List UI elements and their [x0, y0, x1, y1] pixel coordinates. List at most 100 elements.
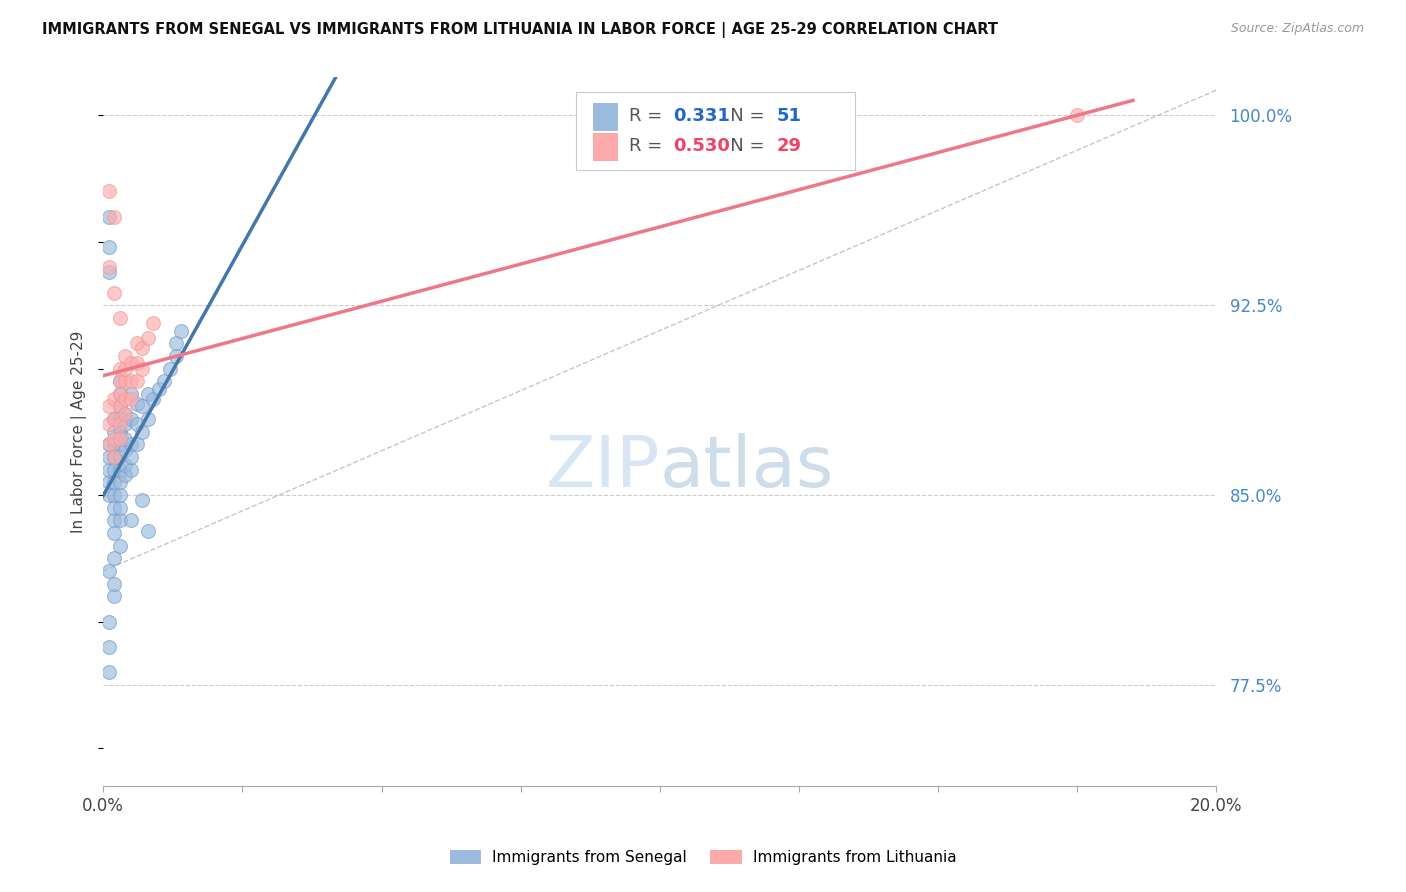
Point: [108, 387, 131, 401]
Point: [142, 392, 165, 406]
Point: [114, 458, 136, 472]
Point: [108, 374, 131, 388]
Point: [108, 387, 131, 401]
Point: [114, 407, 136, 421]
Point: [136, 412, 159, 426]
Point: [142, 316, 165, 330]
Point: [114, 349, 136, 363]
Point: [108, 463, 131, 477]
Point: [103, 450, 125, 464]
Point: [108, 475, 131, 490]
Point: [170, 324, 193, 338]
Point: [136, 387, 159, 401]
Point: [153, 374, 176, 388]
Point: [108, 425, 131, 439]
Point: [97, 185, 120, 199]
Text: R =: R =: [628, 107, 668, 126]
Point: [125, 356, 148, 370]
Point: [108, 433, 131, 447]
Point: [108, 310, 131, 325]
FancyBboxPatch shape: [593, 133, 617, 160]
Point: [108, 539, 131, 553]
Point: [108, 400, 131, 414]
Point: [165, 349, 187, 363]
Point: [103, 450, 125, 464]
Point: [97, 450, 120, 464]
Point: [108, 450, 131, 464]
Point: [97, 640, 120, 654]
Text: atlas: atlas: [659, 433, 834, 501]
Point: [120, 463, 142, 477]
Text: 29: 29: [776, 137, 801, 155]
Point: [108, 361, 131, 376]
Point: [131, 361, 153, 376]
Point: [120, 513, 142, 527]
Point: [97, 665, 120, 680]
Point: [131, 400, 153, 414]
Point: [103, 412, 125, 426]
Point: [103, 551, 125, 566]
Point: [131, 341, 153, 355]
Point: [97, 265, 120, 279]
Point: [120, 356, 142, 370]
Y-axis label: In Labor Force | Age 25-29: In Labor Force | Age 25-29: [72, 331, 87, 533]
Point: [108, 417, 131, 432]
Point: [103, 500, 125, 515]
Point: [97, 210, 120, 224]
Point: [103, 463, 125, 477]
Point: [103, 285, 125, 300]
Point: [97, 488, 120, 502]
Point: [97, 475, 120, 490]
Point: [125, 417, 148, 432]
Text: N =: N =: [713, 107, 770, 126]
Point: [103, 425, 125, 439]
Point: [97, 260, 120, 275]
Point: [97, 437, 120, 451]
Point: [114, 361, 136, 376]
Point: [103, 576, 125, 591]
Text: 51: 51: [776, 107, 801, 126]
FancyBboxPatch shape: [576, 92, 855, 169]
Point: [131, 493, 153, 508]
Point: [97, 615, 120, 629]
Point: [120, 392, 142, 406]
Point: [114, 467, 136, 482]
Point: [125, 374, 148, 388]
Point: [125, 336, 148, 351]
Point: [97, 417, 120, 432]
Point: [165, 336, 187, 351]
Point: [120, 437, 142, 451]
Point: [103, 433, 125, 447]
Point: [114, 374, 136, 388]
Point: [103, 590, 125, 604]
Text: 0.331: 0.331: [673, 107, 730, 126]
Point: [97, 437, 120, 451]
Legend: Immigrants from Senegal, Immigrants from Lithuania: Immigrants from Senegal, Immigrants from…: [443, 844, 963, 871]
Text: ZIP: ZIP: [546, 433, 659, 501]
Point: [108, 513, 131, 527]
Point: [114, 392, 136, 406]
Point: [120, 387, 142, 401]
Point: [125, 437, 148, 451]
Text: IMMIGRANTS FROM SENEGAL VS IMMIGRANTS FROM LITHUANIA IN LABOR FORCE | AGE 25-29 : IMMIGRANTS FROM SENEGAL VS IMMIGRANTS FR…: [42, 22, 998, 38]
Point: [114, 417, 136, 432]
Point: [103, 488, 125, 502]
Point: [108, 412, 131, 426]
Point: [103, 392, 125, 406]
FancyBboxPatch shape: [593, 103, 617, 130]
Point: [114, 442, 136, 457]
Point: [97, 400, 120, 414]
Point: [97, 240, 120, 254]
Point: [103, 526, 125, 541]
Point: [114, 433, 136, 447]
Point: [108, 437, 131, 451]
Point: [125, 397, 148, 411]
Point: [108, 488, 131, 502]
Point: [148, 382, 170, 396]
Point: [103, 210, 125, 224]
Text: N =: N =: [713, 137, 770, 155]
Point: [114, 407, 136, 421]
Point: [108, 400, 131, 414]
Point: [131, 425, 153, 439]
Point: [120, 412, 142, 426]
